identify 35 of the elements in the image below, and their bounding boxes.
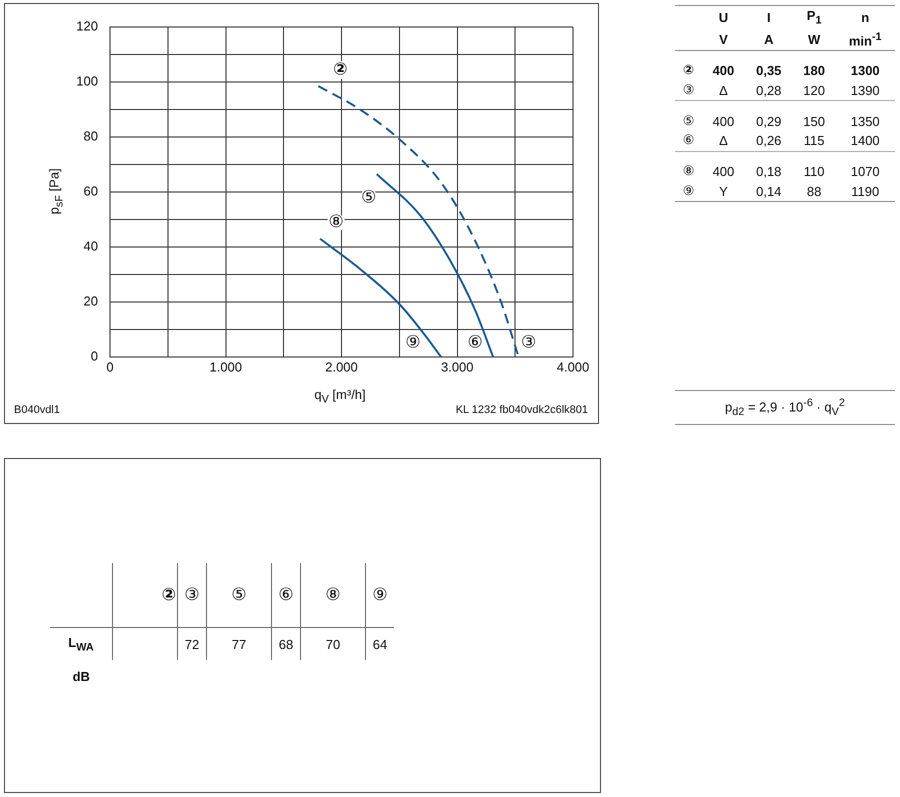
text: U I P$_{1}$ n — [718, 8, 870, 27]
line-series — [376, 173, 494, 357]
text: ③ Δ 0,28 120 1390 — [682, 82, 880, 98]
x-tick-label: 1.000 — [209, 359, 242, 374]
line-series — [319, 238, 442, 357]
annotation: ⑥ — [468, 332, 483, 352]
x-tick-label: 0 — [106, 359, 114, 374]
annotation: ⑤ — [361, 188, 376, 208]
x-tick-label: 3.000 — [440, 359, 474, 374]
text: ⑨ Y 0,14 88 1190 — [682, 184, 880, 199]
annotation: ⑨ — [405, 332, 421, 352]
text: KL 1232 fb040vdk2c6lk801 — [456, 404, 588, 416]
x-axis-title: q$_{V}$ [m³/h] — [313, 387, 367, 406]
text: ⑧ 400 0,18 110 1070 — [682, 164, 880, 180]
annotation: ③ — [520, 332, 536, 352]
text: ② ③ ⑤ ⑥ ⑧ ⑨ — [162, 585, 388, 605]
text: B040vdl1 — [14, 404, 60, 416]
y-tick-label: 60 — [84, 184, 98, 199]
y-tick-label: 80 — [84, 128, 98, 144]
annotation: ② — [333, 60, 348, 80]
x-tick-label: 4.000 — [556, 359, 590, 374]
annotation: ⑧ — [328, 212, 344, 232]
x-tick-label: 2.000 — [325, 359, 358, 374]
text: dB — [72, 668, 91, 686]
line-series — [317, 85, 520, 357]
text: L$_{WA}$ 72 77 68 70 64 — [68, 634, 388, 654]
text: V A W min$^{-1}$ — [719, 30, 882, 48]
y-tick-label: 40 — [84, 238, 98, 254]
y-tick-label: 100 — [76, 74, 98, 89]
text: ⑤ 400 0,29 150 1350 — [682, 114, 880, 129]
y-tick-label: 0 — [90, 348, 98, 364]
text: ② 400 0,35 180 1300 — [683, 63, 880, 78]
y-tick-label: 20 — [84, 294, 98, 309]
y-tick-label: 120 — [76, 18, 98, 34]
text: ⑥ Δ 0,26 115 1400 — [682, 133, 880, 148]
